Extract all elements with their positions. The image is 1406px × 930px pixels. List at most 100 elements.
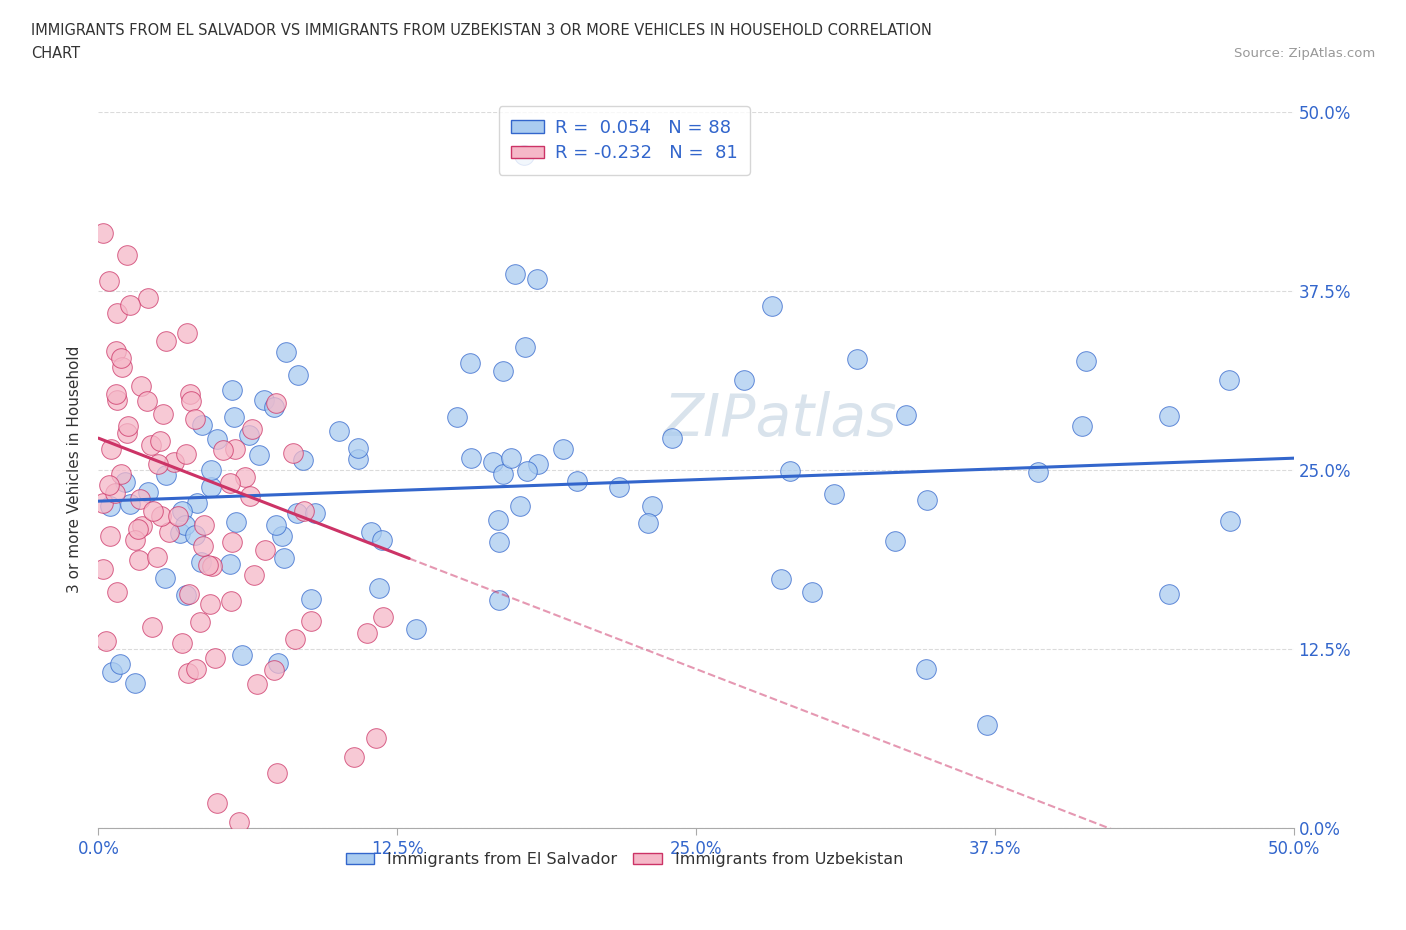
Point: [204, 651, 226, 666]
Point: [94, 633, 117, 648]
Point: [177, 586, 200, 601]
Point: [179, 387, 201, 402]
Point: [347, 452, 370, 467]
Point: [91, 496, 114, 511]
Point: [139, 437, 162, 452]
Point: [128, 552, 150, 567]
Point: [492, 467, 515, 482]
Point: [231, 648, 253, 663]
Point: [915, 493, 938, 508]
Point: [263, 400, 285, 415]
Point: [371, 533, 394, 548]
Point: [149, 433, 172, 448]
Point: [219, 593, 242, 608]
Point: [284, 631, 307, 646]
Point: [446, 410, 468, 425]
Point: [221, 382, 243, 397]
Text: Source: ZipAtlas.com: Source: ZipAtlas.com: [1234, 46, 1375, 60]
Point: [91, 225, 114, 240]
Point: [117, 418, 139, 433]
Point: [607, 479, 630, 494]
Point: [488, 535, 510, 550]
Point: [184, 411, 207, 426]
Point: [155, 571, 177, 586]
Point: [526, 272, 548, 286]
Point: [104, 485, 127, 500]
Point: [364, 730, 387, 745]
Point: [368, 580, 391, 595]
Point: [176, 588, 198, 603]
Point: [124, 532, 146, 547]
Point: [761, 299, 783, 313]
Point: [373, 609, 395, 624]
Point: [276, 345, 298, 360]
Point: [174, 517, 197, 532]
Point: [193, 517, 215, 532]
Point: [292, 453, 315, 468]
Point: [486, 512, 509, 527]
Point: [1218, 372, 1240, 387]
Point: [105, 393, 128, 408]
Point: [501, 450, 523, 465]
Point: [97, 273, 120, 288]
Point: [224, 442, 246, 457]
Point: [779, 464, 801, 479]
Point: [360, 525, 382, 539]
Point: [200, 480, 222, 495]
Point: [115, 247, 138, 262]
Point: [1074, 353, 1097, 368]
Point: [253, 542, 276, 557]
Point: [115, 425, 138, 440]
Point: [188, 615, 211, 630]
Point: [1157, 408, 1180, 423]
Point: [287, 367, 309, 382]
Point: [104, 343, 127, 358]
Point: [100, 665, 122, 680]
Point: [97, 478, 120, 493]
Point: [166, 509, 188, 524]
Point: [197, 557, 219, 572]
Point: [515, 339, 537, 354]
Point: [884, 533, 907, 548]
Point: [243, 567, 266, 582]
Point: [190, 418, 212, 432]
Point: [343, 750, 366, 764]
Point: [266, 765, 288, 780]
Point: [267, 656, 290, 671]
Point: [247, 447, 270, 462]
Point: [266, 396, 288, 411]
Point: [105, 386, 128, 401]
Point: [567, 474, 589, 489]
Text: ZIPatlas: ZIPatlas: [662, 391, 897, 448]
Point: [228, 815, 250, 830]
Point: [207, 795, 229, 810]
Point: [98, 498, 122, 513]
Point: [105, 584, 128, 599]
Point: [304, 506, 326, 521]
Point: [273, 551, 295, 565]
Point: [224, 410, 246, 425]
Point: [509, 498, 531, 513]
Point: [246, 676, 269, 691]
Point: [91, 561, 114, 576]
Point: [198, 596, 221, 611]
Point: [152, 406, 174, 421]
Point: [240, 421, 263, 436]
Point: [205, 432, 228, 447]
Point: [176, 665, 198, 680]
Point: [458, 356, 481, 371]
Point: [527, 457, 550, 472]
Point: [915, 661, 938, 676]
Point: [110, 467, 132, 482]
Legend: Immigrants from El Salvador, Immigrants from Uzbekistan: Immigrants from El Salvador, Immigrants …: [339, 845, 910, 873]
Text: IMMIGRANTS FROM EL SALVADOR VS IMMIGRANTS FROM UZBEKISTAN 3 OR MORE VEHICLES IN : IMMIGRANTS FROM EL SALVADOR VS IMMIGRANT…: [31, 23, 932, 38]
Point: [238, 428, 260, 443]
Point: [661, 431, 683, 445]
Point: [1219, 513, 1241, 528]
Point: [976, 718, 998, 733]
Point: [155, 334, 177, 349]
Point: [111, 359, 134, 374]
Point: [150, 509, 173, 524]
Point: [128, 492, 150, 507]
Point: [184, 661, 207, 676]
